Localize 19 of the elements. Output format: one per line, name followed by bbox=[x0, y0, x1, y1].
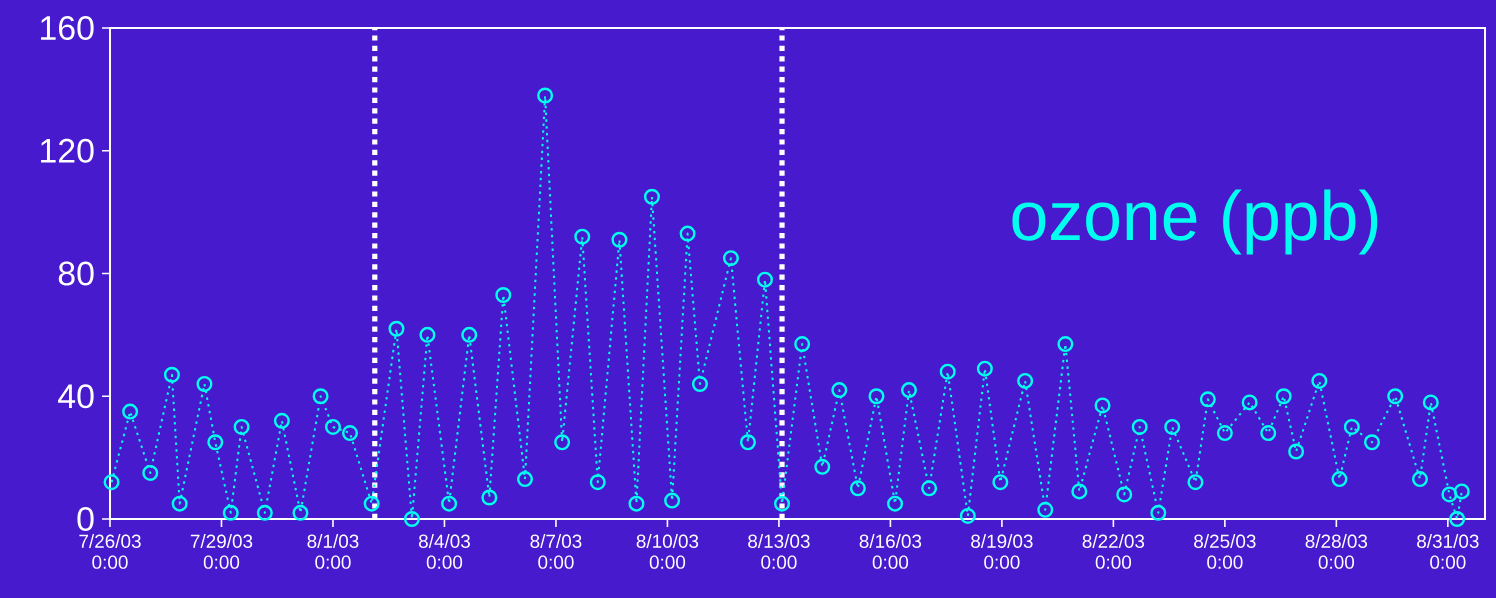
y-tick-label: 120 bbox=[41, 138, 94, 163]
x-tick-label: 8/4/03 0:00 bbox=[418, 534, 470, 569]
x-tick-label: 8/7/03 0:00 bbox=[530, 534, 582, 569]
annotation: ozone (ppb) bbox=[1012, 189, 1378, 255]
x-tick-label: 8/16/03 0:00 bbox=[859, 534, 922, 569]
x-tick-label: 7/26/03 0:00 bbox=[79, 534, 141, 569]
x-tick-label: 8/28/03 0:00 bbox=[1305, 534, 1368, 569]
y-tick-label: 40 bbox=[58, 384, 94, 409]
x-tick-label: 8/13/03 0:00 bbox=[748, 534, 810, 569]
y-tick-label: 0 bbox=[77, 507, 94, 531]
y-tick-label: 80 bbox=[58, 261, 94, 286]
x-tick-label: 8/25/03 0:00 bbox=[1194, 534, 1256, 569]
x-tick-label: 8/10/03 0:00 bbox=[636, 534, 699, 569]
x-tick-label: 8/22/03 0:00 bbox=[1082, 534, 1145, 569]
x-tick-label: 7/29/03 0:00 bbox=[190, 534, 253, 569]
x-tick-label: 8/31/03 0:00 bbox=[1417, 534, 1479, 569]
y-tick-label: 160 bbox=[41, 16, 94, 40]
x-tick-label: 8/19/03 0:00 bbox=[971, 534, 1033, 569]
x-tick-label: 8/1/03 0:00 bbox=[307, 534, 359, 569]
